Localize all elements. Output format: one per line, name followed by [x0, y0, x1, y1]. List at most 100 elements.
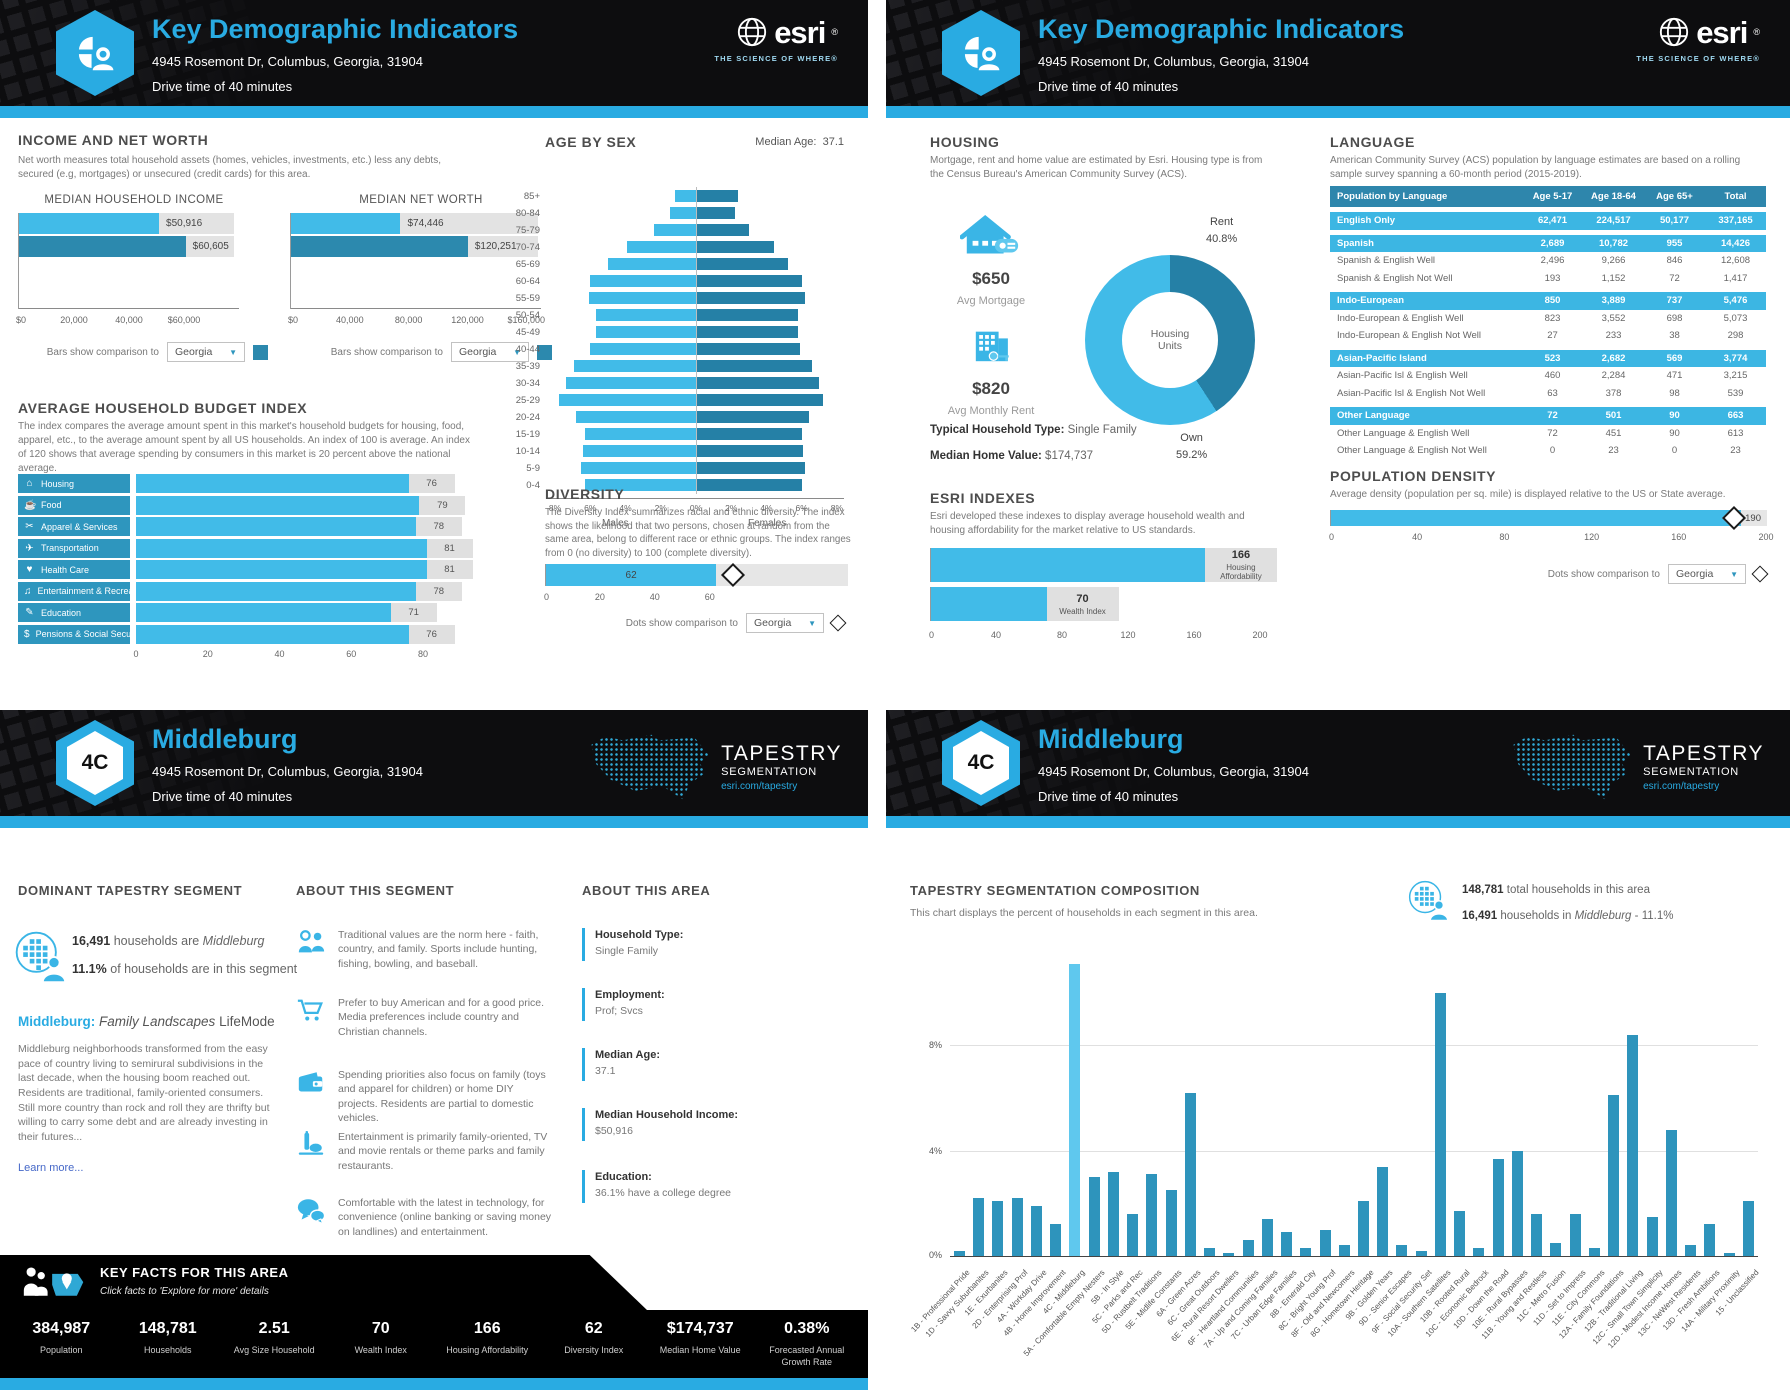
center-line [696, 187, 697, 205]
accent-strip [0, 106, 868, 118]
key-fact-diversity-index[interactable]: 62 Diversity Index [541, 1320, 648, 1368]
index-row-wealth-index: 70 Wealth Index [930, 587, 1261, 621]
column-header: Population by Language [1337, 191, 1448, 202]
center-line [696, 459, 697, 477]
language-table: Population by Language Age 5-17 Age 18-64 A… [1330, 186, 1766, 460]
key-fact-label: Population [39, 1345, 83, 1355]
key-fact-forecasted-annual-growth-rate[interactable]: 0.38% Forecasted Annual Growth Rate [754, 1320, 861, 1368]
area-fact-value: 36.1% have a college degree [595, 1187, 732, 1199]
key-fact-median-home-value[interactable]: $174,737 Median Home Value [647, 1320, 754, 1368]
center-line [696, 255, 697, 273]
segment-trait-text: Spending priorities also focus on family… [338, 1069, 546, 1125]
page-tapestry-2: 4C Middleburg 4945 Rosemont Dr, Columbus… [886, 710, 1790, 1390]
age-label: 25-29 [515, 394, 540, 406]
report-header: Key Demographic Indicators 4945 Rosemont… [0, 0, 868, 106]
language-heading: LANGUAGE [1330, 134, 1415, 150]
segment-bar-5c [1127, 1213, 1139, 1256]
male-bar [576, 411, 696, 423]
header-pattern-fade [886, 0, 1790, 106]
key-fact-population[interactable]: 384,987 Population [8, 1320, 115, 1368]
female-bar [696, 428, 802, 440]
income-comparison-dropdown[interactable]: Georgia ▼ [167, 342, 245, 362]
table-header-row: Population by Language Age 5-17 Age 18-64 A… [1330, 186, 1766, 207]
center-line [696, 272, 697, 290]
age-label: 80-84 [515, 207, 540, 219]
age-label: 35-39 [515, 360, 540, 372]
segment-bar-9d [1396, 1245, 1408, 1256]
pyramid-row-25-29: 25-29 [500, 391, 850, 409]
key-fact-label: Median Home Value [659, 1345, 741, 1355]
x-tick: 20 [594, 592, 605, 602]
segment-bar-5d [1146, 1174, 1158, 1256]
x-tick: 40,000 [115, 315, 143, 325]
female-bar [696, 462, 806, 474]
diversity-dots-dropdown[interactable]: Georgia ▼ [746, 613, 824, 633]
segment-bar-6c [1204, 1248, 1216, 1256]
esri-indexes-chart: 166 Housing Affordability 70 Wealth Index 0 4… [929, 548, 1277, 640]
cell-value: 224,517 [1596, 215, 1631, 227]
budget-bar [136, 495, 420, 515]
language-group: Other Language 72 501 90 663 Other Language &… [1330, 407, 1766, 460]
male-bar [590, 343, 696, 355]
pyramid-zone [548, 476, 844, 494]
budget-bar-zone: 71 [136, 603, 516, 622]
cell-value: 823 [1544, 312, 1561, 324]
cell-value: 98 [1669, 387, 1680, 399]
key-fact-label: Housing Affordability [446, 1345, 529, 1355]
pyramid-zone [548, 357, 844, 375]
cell-value: 23 [1730, 445, 1741, 457]
x-tick: 120 [1120, 630, 1136, 640]
segment-bar-1e [992, 1200, 1004, 1256]
budget-category-label: Entertainment & Recreation [37, 586, 149, 596]
composition-heading: TAPESTRY SEGMENTATION COMPOSITION [910, 883, 1200, 898]
index-label-chip: 166 Housing Affordability [1204, 548, 1277, 582]
tapestry-logo-line2: SEGMENTATION [721, 765, 818, 778]
male-bar [585, 479, 696, 491]
key-fact-housing-affordability[interactable]: 166 Housing Affordability [434, 1320, 541, 1368]
age-label: 30-34 [515, 377, 540, 389]
key-fact-avg-size-household[interactable]: 2.51 Avg Size Household [221, 1320, 328, 1368]
cell-value: 3,215 [1723, 370, 1748, 382]
x-tick: 60 [704, 592, 715, 602]
x-axis [548, 498, 844, 500]
avg-rent-block: $820 Avg Monthly Rent [946, 324, 1036, 417]
cart-icon [296, 996, 326, 1039]
chat-icon [296, 1196, 326, 1239]
cell-value: 850 [1544, 295, 1561, 307]
key-fact-households[interactable]: 148,781 Households [115, 1320, 222, 1368]
x-tick: 0 [133, 649, 139, 659]
x-tick: 80 [417, 649, 428, 659]
bar-value-label: $60,605 [192, 241, 229, 252]
female-bar [696, 207, 735, 219]
composition-plot: 4% 8% 0% [929, 956, 1758, 1260]
age-label: 70-74 [515, 241, 540, 253]
networth-comparison-dropdown[interactable]: Georgia ▼ [451, 342, 529, 362]
table-row: Indo-European 850 3,889 737 5,476 [1330, 292, 1766, 310]
segment-households-line: 16,491 households are Middleburg [72, 934, 265, 948]
key-fact-value: 62 [584, 1320, 603, 1337]
education-icon: ✎ [25, 607, 34, 618]
tapestry-logo-url[interactable]: esri.com/tapestry [721, 780, 798, 792]
cell-value: 27 [1547, 330, 1558, 342]
budget-row-housing: ⌂ Housing 76 [18, 474, 518, 493]
people-icon [296, 928, 326, 971]
budget-category-label: Pensions & Social Security [35, 629, 144, 639]
density-dots-dropdown[interactable]: Georgia ▼ [1668, 564, 1746, 584]
wallet-icon [296, 1068, 326, 1126]
pyramid-row-30-34: 30-34 [500, 374, 850, 392]
rent-pct: 40.8% [1206, 232, 1238, 245]
learn-more-link[interactable]: Learn more... [18, 1162, 84, 1174]
key-fact-wealth-index[interactable]: 70 Wealth Index [328, 1320, 435, 1368]
pyramid-zone [548, 408, 844, 426]
bar-value: 62 [625, 569, 637, 581]
tapestry-logo-url[interactable]: esri.com/tapestry [1643, 780, 1720, 792]
lifemode-style: Family Landscapes [95, 1014, 216, 1029]
segment-bar-12b [1627, 1034, 1639, 1256]
segment-name-italic: Middleburg [202, 934, 265, 948]
center-line [696, 476, 697, 494]
center-line [696, 408, 697, 426]
area-fact-label: Median Household Income: [595, 1109, 739, 1121]
age-label: 50-54 [515, 309, 540, 321]
cell-value: 5,476 [1723, 295, 1748, 307]
x-tick: 80,000 [394, 315, 423, 325]
